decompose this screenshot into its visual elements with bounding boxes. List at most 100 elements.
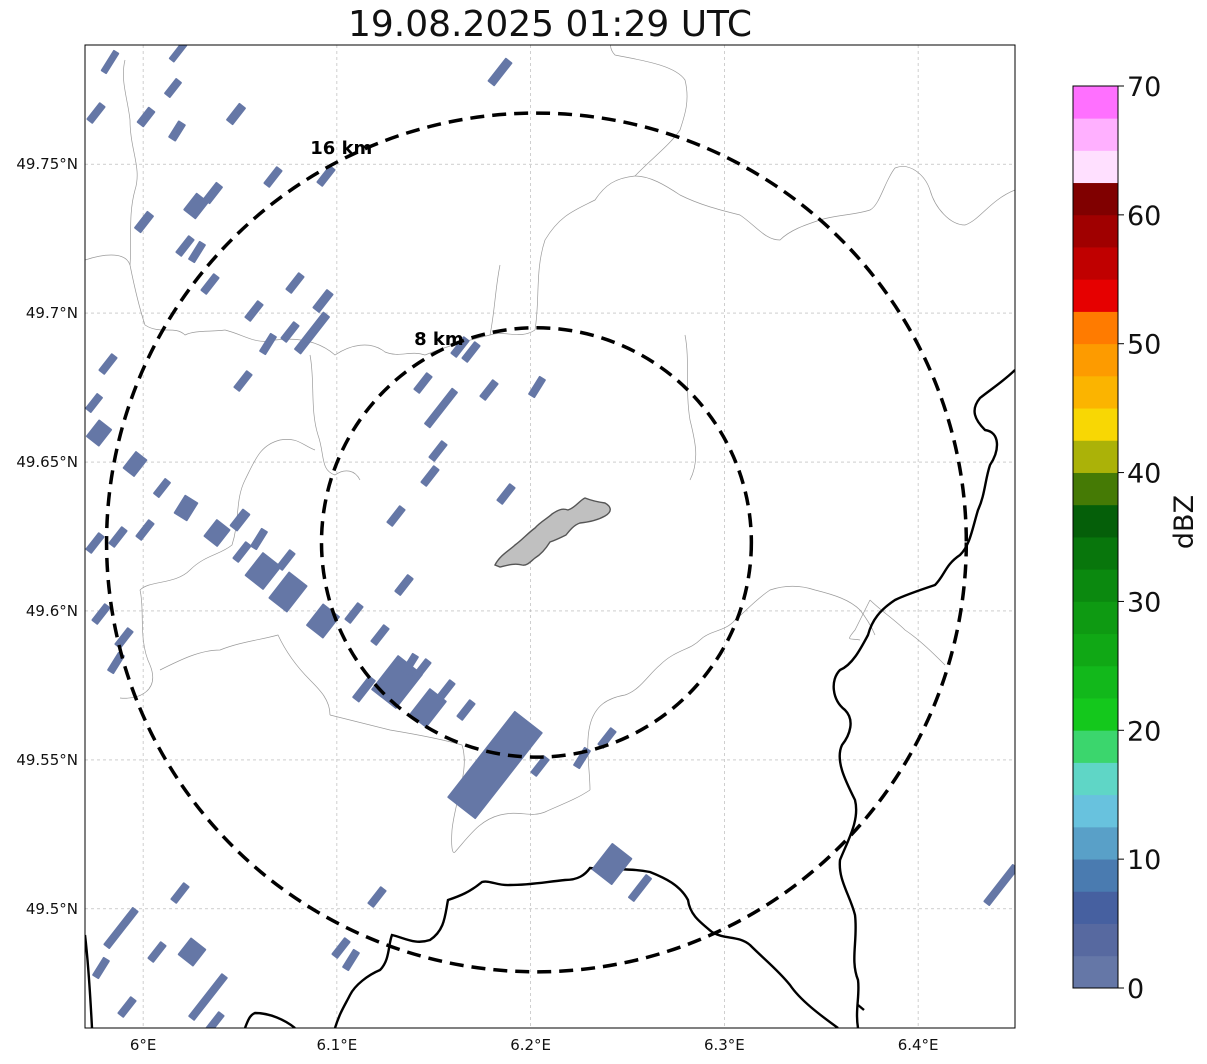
radar-echo bbox=[98, 353, 118, 375]
radar-echo bbox=[367, 886, 387, 908]
colorbar-tick-label-3: 30 bbox=[1127, 587, 1161, 618]
colorbar-segment bbox=[1073, 891, 1118, 924]
radar-echo bbox=[117, 996, 137, 1018]
radar-echo bbox=[122, 451, 148, 477]
radar-echo bbox=[86, 102, 106, 124]
radar-echo bbox=[91, 603, 111, 625]
radar-echo bbox=[342, 948, 360, 972]
radar-echo bbox=[108, 526, 128, 548]
colorbar-segment bbox=[1073, 665, 1118, 699]
radar-echo bbox=[188, 240, 206, 264]
radar-echo bbox=[164, 78, 182, 98]
colorbar-tick-label-5: 50 bbox=[1127, 330, 1161, 361]
colorbar-tick-label-2: 20 bbox=[1127, 716, 1161, 747]
colorbar-label: dBZ bbox=[1169, 495, 1200, 549]
radar-echo bbox=[276, 549, 296, 571]
colorbar-tick-label-7: 70 bbox=[1127, 72, 1161, 103]
radar-echo bbox=[103, 907, 139, 949]
colorbar-segment bbox=[1073, 150, 1118, 184]
colorbar-segment bbox=[1073, 279, 1118, 312]
national-border bbox=[85, 369, 1015, 1028]
colorbar-segment bbox=[1073, 923, 1118, 957]
colorbar: 0 10 20 30 40 50 60 70 dBZ bbox=[1072, 72, 1200, 1005]
colorbar-segment bbox=[1073, 794, 1118, 828]
radar-echo bbox=[205, 1011, 225, 1028]
colorbar-segment bbox=[1073, 859, 1118, 892]
range-ring-label-16km: 16 km bbox=[310, 138, 372, 159]
radar-echo bbox=[461, 341, 481, 363]
y-tick-label-3: 49.65°N bbox=[16, 453, 78, 471]
x-tick-label-2: 6.2°E bbox=[510, 1036, 551, 1054]
radar-echoes bbox=[85, 45, 1015, 1028]
radar-echo bbox=[312, 289, 334, 313]
radar-echo bbox=[512, 735, 532, 757]
radar-echo bbox=[85, 393, 103, 413]
radar-echo bbox=[177, 937, 207, 967]
radar-echo bbox=[135, 519, 155, 541]
range-ring-16km bbox=[104, 111, 969, 974]
colorbar-segment bbox=[1073, 504, 1118, 538]
radar-echo bbox=[244, 300, 264, 322]
radar-echo bbox=[200, 273, 220, 295]
colorbar-segment bbox=[1073, 601, 1118, 635]
colorbar-segment bbox=[1073, 955, 1118, 989]
y-tick-label-0: 49.5°N bbox=[26, 900, 78, 918]
radar-echo bbox=[409, 688, 447, 728]
colorbar-segment bbox=[1073, 182, 1118, 216]
colorbar-segment bbox=[1073, 118, 1118, 151]
radar-echo bbox=[280, 321, 300, 343]
colorbar-tick-label-6: 60 bbox=[1127, 201, 1161, 232]
radar-echo bbox=[250, 527, 268, 551]
radar-echo bbox=[92, 956, 110, 980]
colorbar-segment bbox=[1073, 472, 1118, 506]
colorbar-segment bbox=[1073, 730, 1118, 763]
radar-echo bbox=[352, 675, 376, 703]
range-rings: 8 km 16 km bbox=[104, 111, 969, 974]
radar-echo bbox=[436, 679, 456, 701]
map-frame bbox=[84, 44, 1016, 1029]
longitude-axis: 6°E 6.1°E 6.2°E 6.3°E 6.4°E bbox=[130, 1036, 939, 1054]
radar-echo bbox=[285, 272, 305, 294]
colorbar-frame bbox=[1072, 85, 1119, 989]
radar-echo bbox=[496, 483, 516, 505]
radar-echo bbox=[233, 370, 253, 392]
radar-echo bbox=[188, 973, 228, 1021]
radar-echo bbox=[528, 375, 546, 399]
colorbar-tick-label-4: 40 bbox=[1127, 459, 1161, 490]
radar-echo bbox=[173, 494, 199, 522]
colorbar-segment bbox=[1073, 633, 1118, 667]
colorbar-tick-label-0: 0 bbox=[1127, 974, 1144, 1005]
radar-echo bbox=[530, 755, 550, 777]
radar-echo bbox=[294, 311, 330, 355]
radar-echo bbox=[114, 627, 134, 649]
radar-echo bbox=[244, 552, 282, 590]
radar-echo bbox=[168, 45, 188, 63]
radar-echo bbox=[983, 864, 1015, 906]
radar-echo bbox=[170, 882, 190, 904]
radar-echo bbox=[134, 210, 154, 234]
range-ring-label-8km: 8 km bbox=[414, 329, 464, 350]
radar-echo bbox=[386, 505, 406, 527]
radar-echo bbox=[424, 387, 458, 429]
colorbar-segment bbox=[1073, 247, 1118, 280]
radar-echo bbox=[175, 235, 195, 257]
radar-echo bbox=[450, 336, 470, 358]
x-tick-label-4: 6.4°E bbox=[898, 1036, 939, 1054]
colorbar-segment bbox=[1073, 826, 1118, 860]
radar-echo bbox=[487, 57, 513, 87]
radar-echo bbox=[259, 332, 277, 356]
radar-echo bbox=[331, 937, 351, 959]
colorbar-segment bbox=[1073, 214, 1118, 248]
colorbar-segment bbox=[1073, 698, 1118, 731]
colorbar-segment bbox=[1073, 537, 1118, 570]
radar-echo bbox=[597, 727, 617, 749]
y-tick-label-2: 49.6°N bbox=[26, 602, 78, 620]
radar-echo bbox=[263, 166, 283, 188]
x-tick-label-3: 6.3°E bbox=[704, 1036, 745, 1054]
colorbar-segment bbox=[1073, 311, 1118, 345]
y-tick-label-5: 49.75°N bbox=[16, 155, 78, 173]
radar-echo bbox=[420, 465, 440, 487]
radar-echo bbox=[107, 651, 125, 675]
radar-echo bbox=[413, 372, 433, 394]
